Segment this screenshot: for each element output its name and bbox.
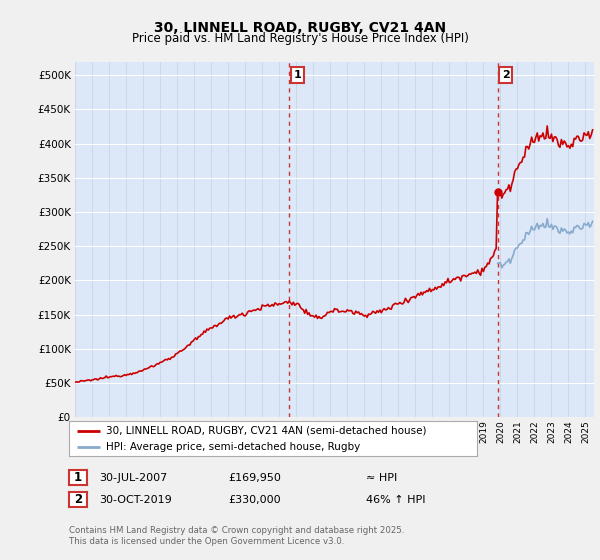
Text: HPI: Average price, semi-detached house, Rugby: HPI: Average price, semi-detached house,…: [106, 442, 360, 452]
Text: 2: 2: [74, 493, 82, 506]
Text: £330,000: £330,000: [228, 494, 281, 505]
Text: 2: 2: [502, 70, 509, 80]
Text: ≈ HPI: ≈ HPI: [366, 473, 397, 483]
Text: Contains HM Land Registry data © Crown copyright and database right 2025.
This d: Contains HM Land Registry data © Crown c…: [69, 526, 404, 546]
Text: 1: 1: [74, 471, 82, 484]
Text: 30, LINNELL ROAD, RUGBY, CV21 4AN (semi-detached house): 30, LINNELL ROAD, RUGBY, CV21 4AN (semi-…: [106, 426, 426, 436]
Text: 30, LINNELL ROAD, RUGBY, CV21 4AN: 30, LINNELL ROAD, RUGBY, CV21 4AN: [154, 21, 446, 35]
Text: 46% ↑ HPI: 46% ↑ HPI: [366, 494, 425, 505]
Text: 30-JUL-2007: 30-JUL-2007: [99, 473, 167, 483]
Text: £169,950: £169,950: [228, 473, 281, 483]
Text: 1: 1: [293, 70, 301, 80]
Text: 30-OCT-2019: 30-OCT-2019: [99, 494, 172, 505]
Text: Price paid vs. HM Land Registry's House Price Index (HPI): Price paid vs. HM Land Registry's House …: [131, 32, 469, 45]
